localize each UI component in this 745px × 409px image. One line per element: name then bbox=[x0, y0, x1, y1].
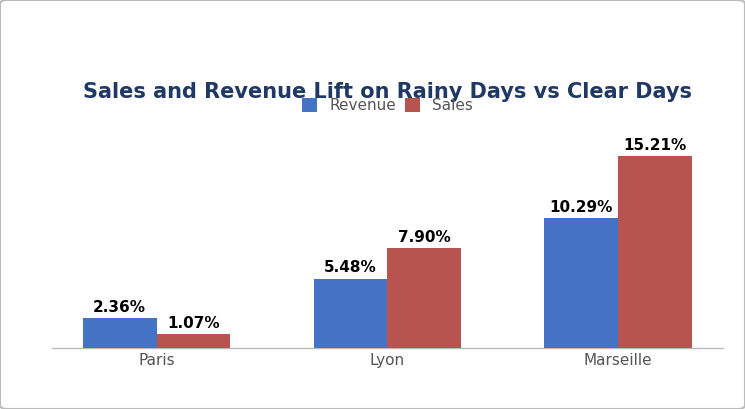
Text: 7.90%: 7.90% bbox=[398, 230, 451, 245]
Bar bbox=[83, 318, 156, 348]
Bar bbox=[545, 218, 618, 348]
Legend: Revenue, Sales: Revenue, Sales bbox=[296, 92, 479, 119]
Text: 15.21%: 15.21% bbox=[624, 138, 687, 153]
Text: 2.36%: 2.36% bbox=[93, 300, 146, 315]
Bar bbox=[618, 156, 692, 348]
Bar bbox=[156, 334, 230, 348]
Bar bbox=[314, 279, 387, 348]
Text: 10.29%: 10.29% bbox=[550, 200, 613, 215]
Text: 1.07%: 1.07% bbox=[167, 316, 220, 331]
Title: Sales and Revenue Lift on Rainy Days vs Clear Days: Sales and Revenue Lift on Rainy Days vs … bbox=[83, 82, 692, 102]
Text: 5.48%: 5.48% bbox=[324, 261, 377, 275]
Bar bbox=[387, 248, 461, 348]
